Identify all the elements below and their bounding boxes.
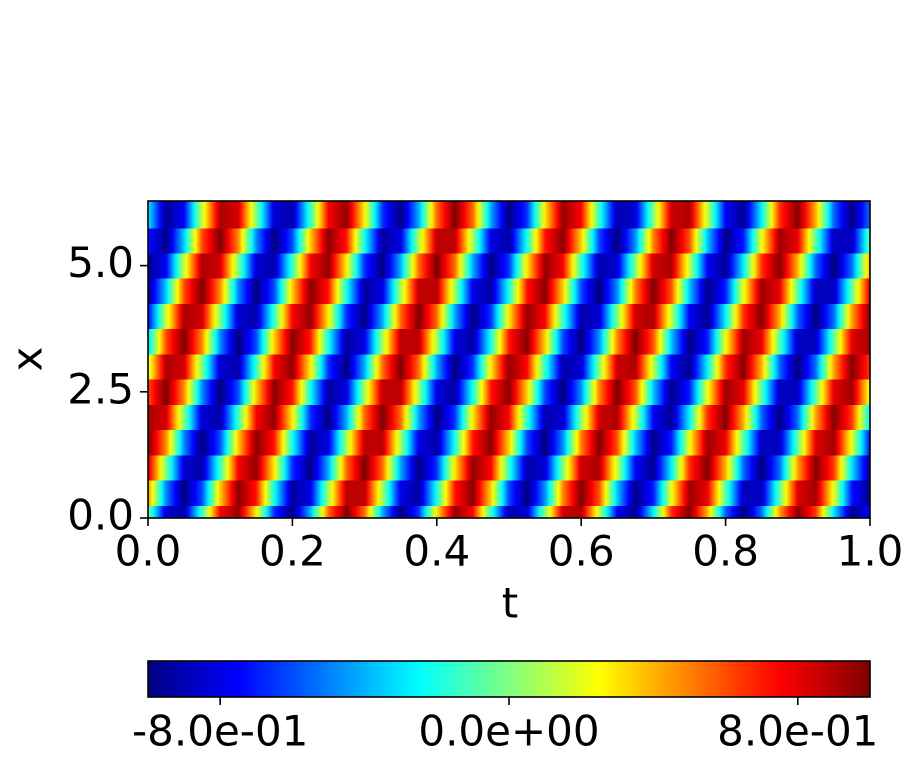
heatmap-row	[148, 277, 870, 304]
x-tick-label: 1.0	[837, 527, 904, 576]
heatmap-row	[148, 353, 870, 380]
heatmap-row	[148, 403, 870, 431]
y-tick-label: 0.0	[67, 491, 134, 540]
colorbar-tick-label: 8.0e-01	[717, 707, 878, 756]
x-tick-label: 0.8	[692, 527, 759, 576]
y-tick-label: 5.0	[67, 238, 134, 287]
x-tick-label: 0.6	[548, 527, 615, 576]
plot-area	[148, 200, 870, 519]
colorbar	[147, 660, 871, 698]
colorbar-tick-label: -8.0e-01	[132, 707, 308, 756]
y-tick-label: 2.5	[67, 364, 134, 413]
heatmap-row	[148, 479, 870, 506]
x-tick-label: 0.4	[403, 527, 470, 576]
heatmap-row	[148, 252, 870, 279]
heatmap-row	[148, 227, 870, 254]
heatmap-row	[148, 328, 870, 355]
colorbar-tick-label: 0.0e+00	[418, 707, 599, 756]
heatmap-row	[148, 200, 870, 229]
heatmap-row	[148, 504, 870, 519]
heatmap-row	[148, 378, 870, 405]
x-tick-label: 0.2	[259, 527, 326, 576]
heatmap-row	[148, 454, 870, 481]
x-tick-label: 0.0	[115, 527, 182, 576]
axes-frame	[147, 200, 871, 519]
y-axis-label: x	[3, 347, 52, 372]
heatmap-row	[148, 429, 870, 456]
x-axis-label: t	[502, 579, 518, 628]
heatmap-row	[148, 302, 870, 330]
